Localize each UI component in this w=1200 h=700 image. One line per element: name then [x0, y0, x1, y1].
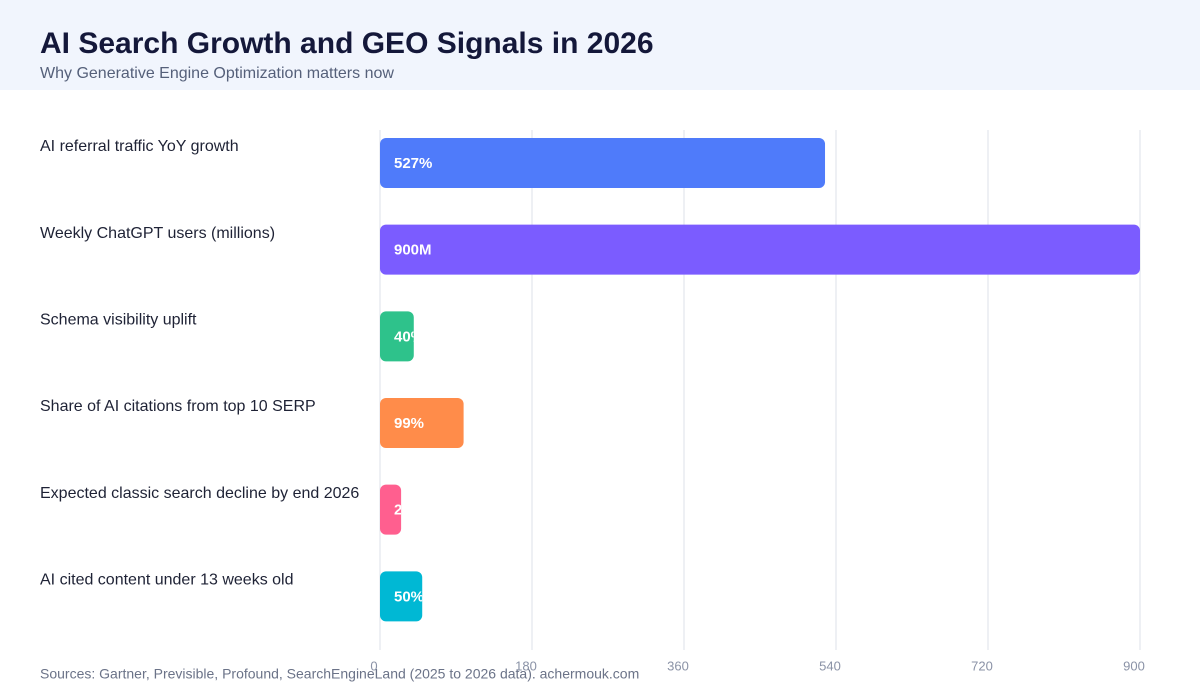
bar [380, 138, 826, 188]
value-label: 50% [394, 588, 424, 605]
category-label: Weekly ChatGPT users (millions) [40, 225, 275, 242]
bar [380, 398, 464, 448]
x-tick-label: 180 [515, 658, 537, 673]
value-label: 99% [394, 415, 424, 432]
value-label: 527% [394, 155, 432, 172]
chart-title: AI Search Growth and GEO Signals in 2026 [40, 27, 654, 60]
x-tick-label: 0 [370, 658, 377, 673]
value-label: 40% [394, 328, 424, 345]
value-label: 25% [394, 502, 424, 519]
header-band [0, 0, 1200, 90]
category-label: AI cited content under 13 weeks old [40, 572, 294, 589]
x-tick-label: 360 [667, 658, 689, 673]
chart-subtitle: Why Generative Engine Optimization matte… [40, 65, 394, 82]
category-label: Expected classic search decline by end 2… [40, 485, 359, 502]
x-tick-label: 720 [971, 658, 993, 673]
category-label: Share of AI citations from top 10 SERP [40, 398, 316, 415]
value-label: 900M [394, 242, 432, 259]
bar [380, 571, 423, 622]
bar [380, 224, 1140, 275]
bar [380, 484, 402, 535]
x-tick-label: 540 [819, 658, 841, 673]
x-tick-label: 900 [1123, 658, 1145, 673]
category-label: AI referral traffic YoY growth [40, 138, 239, 155]
bar [380, 311, 414, 362]
source-note: Sources: Gartner, Previsible, Profound, … [40, 666, 639, 682]
category-label: Schema visibility uplift [40, 312, 197, 329]
